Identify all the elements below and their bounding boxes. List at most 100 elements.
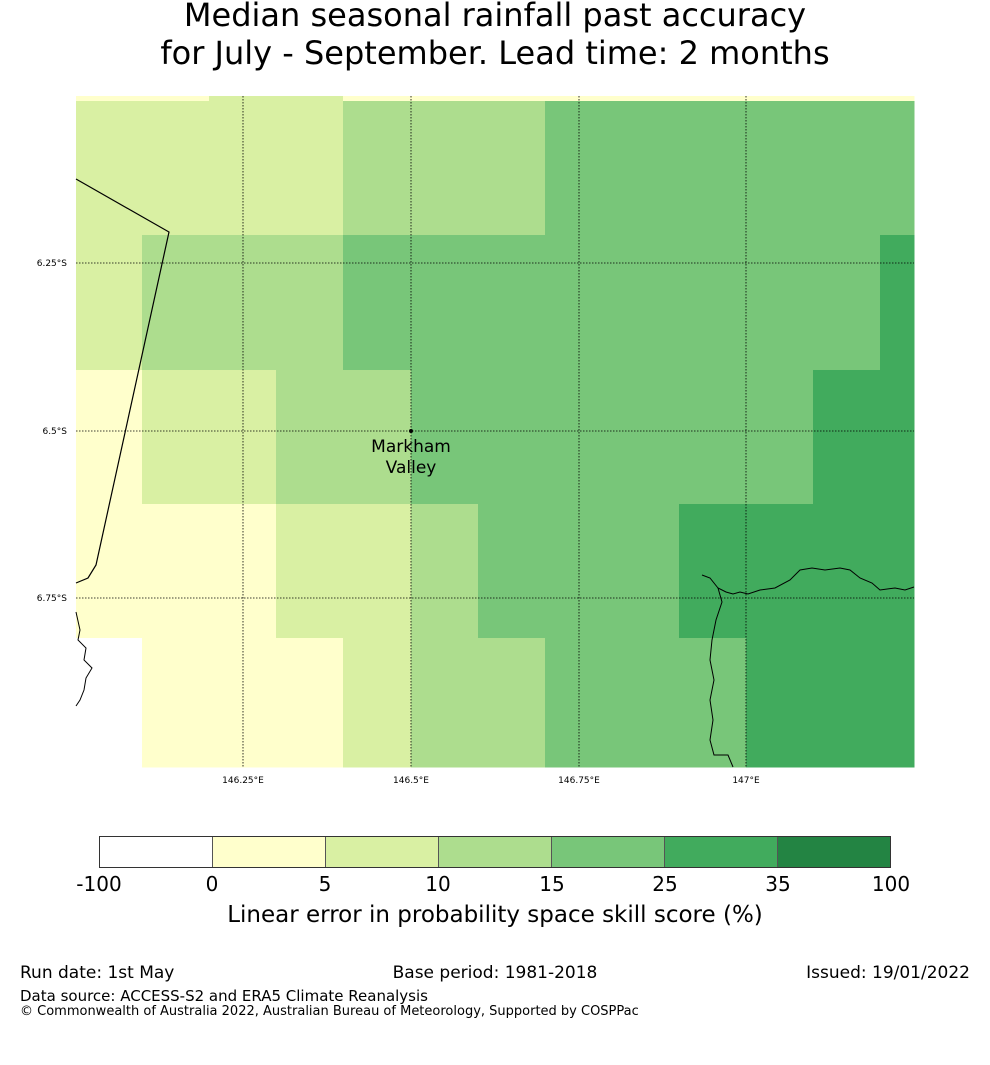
lat-label-1: 6.25°S	[37, 259, 68, 269]
grid-cell	[813, 235, 881, 371]
grid-cell	[411, 96, 479, 102]
run-date: Run date: 1st May	[20, 963, 175, 983]
grid-cell	[545, 235, 613, 371]
colorbar-segment-2	[213, 837, 326, 867]
grid-cell	[411, 504, 479, 639]
grid-cell	[880, 96, 915, 102]
grid-cell	[343, 235, 412, 371]
river-line	[701, 567, 915, 595]
grid-cell	[76, 101, 143, 236]
colorbar-tick-1: -100	[76, 872, 122, 896]
title-line-2: for July - September. Lead time: 2 month…	[160, 34, 830, 72]
lon-label-3: 146.75°E	[558, 776, 600, 786]
grid-cell	[679, 504, 747, 639]
grid-cell	[612, 235, 680, 371]
grid-cell	[545, 370, 613, 505]
grid-cell	[142, 504, 210, 639]
grid-cell	[612, 638, 680, 768]
grid-cell	[679, 101, 747, 236]
grid-cell	[880, 370, 915, 505]
grid-cell	[276, 101, 344, 236]
location-name-line-1: Markham	[371, 437, 451, 457]
colorbar-segment-3	[326, 837, 439, 867]
grid-cell	[411, 235, 479, 371]
colorbar-tick-7: 35	[765, 872, 791, 896]
grid-cell	[612, 96, 680, 102]
issued-date: Issued: 19/01/2022	[806, 963, 970, 983]
data-source: Data source: ACCESS-S2 and ERA5 Climate …	[20, 987, 428, 1005]
grid-cell	[813, 504, 881, 639]
grid-cell	[343, 96, 412, 102]
grid-cell	[679, 370, 747, 505]
location-name-line-2: Valley	[386, 458, 437, 478]
grid-cell	[746, 96, 814, 102]
grid-cell	[276, 370, 344, 505]
title-line-1: Median seasonal rainfall past accuracy	[183, 0, 807, 34]
river-line-south	[709, 587, 734, 768]
colorbar-tick-3: 5	[318, 872, 332, 896]
grid-cell	[209, 235, 277, 371]
lon-label-4: 147°E	[732, 776, 760, 786]
grid-cell	[142, 235, 210, 371]
colorbar-tick-2: 0	[205, 872, 219, 896]
grid-cell	[679, 96, 747, 102]
grid-cell	[76, 638, 143, 768]
grid-cell	[478, 235, 546, 371]
colorbar-segment-1	[100, 837, 213, 867]
grid-cell	[746, 504, 814, 639]
grid-cell	[142, 638, 210, 768]
map: 6.25°S 6.5°S 6.75°S 146.25°E 146.5°E 146…	[37, 96, 915, 786]
grid-cell	[679, 235, 747, 371]
colorbar-segment-4	[439, 837, 552, 867]
location-marker	[409, 429, 413, 433]
grid-cell	[612, 504, 680, 639]
grid-cell	[142, 101, 210, 236]
grid-cell	[76, 235, 143, 371]
lat-label-3: 6.75°S	[37, 594, 68, 604]
grid-cell	[343, 101, 412, 236]
grid-cell	[343, 638, 412, 768]
grid-cell	[209, 370, 277, 505]
grid-cell	[746, 638, 814, 768]
copyright: © Commonwealth of Australia 2022, Austra…	[20, 1004, 639, 1019]
grid-cell	[411, 370, 479, 505]
grid-cell	[343, 504, 412, 639]
colorbar-label: Linear error in probability space skill …	[227, 902, 763, 928]
grid-cell	[276, 638, 344, 768]
colorbar-tick-5: 15	[539, 872, 565, 896]
grid-cell	[612, 101, 680, 236]
grid-cell	[142, 370, 210, 505]
grid-cell	[76, 504, 143, 639]
colorbar-segment-6	[665, 837, 778, 867]
grid-cell	[880, 504, 915, 639]
grid-cell	[813, 638, 881, 768]
grid-cell	[76, 96, 143, 102]
grid-cell	[276, 96, 344, 102]
grid-cell	[478, 96, 546, 102]
lon-label-1: 146.25°E	[222, 776, 264, 786]
colorbar-segment-5	[552, 837, 665, 867]
colorbar-tick-8: 100	[871, 872, 911, 896]
gridlines	[76, 96, 914, 767]
coastline-west	[75, 611, 93, 707]
grid-cell	[209, 96, 277, 102]
skill-grid	[76, 96, 915, 768]
grid-cell	[612, 370, 680, 505]
grid-cell	[880, 235, 915, 371]
grid-cell	[343, 370, 412, 505]
grid-cell	[813, 370, 881, 505]
colorbar-tick-6: 25	[652, 872, 678, 896]
grid-cell	[478, 638, 546, 768]
colorbar-segment-7	[778, 837, 890, 867]
grid-cell	[478, 370, 546, 505]
grid-cell	[813, 96, 881, 102]
grid-cell	[142, 96, 210, 102]
grid-cell	[545, 96, 613, 102]
lon-label-2: 146.5°E	[393, 776, 429, 786]
grid-cell	[411, 101, 479, 236]
grid-cell	[880, 101, 915, 236]
colorbar-tick-4: 10	[425, 872, 451, 896]
grid-cell	[746, 101, 814, 236]
grid-cell	[76, 370, 143, 505]
grid-cell	[478, 504, 546, 639]
